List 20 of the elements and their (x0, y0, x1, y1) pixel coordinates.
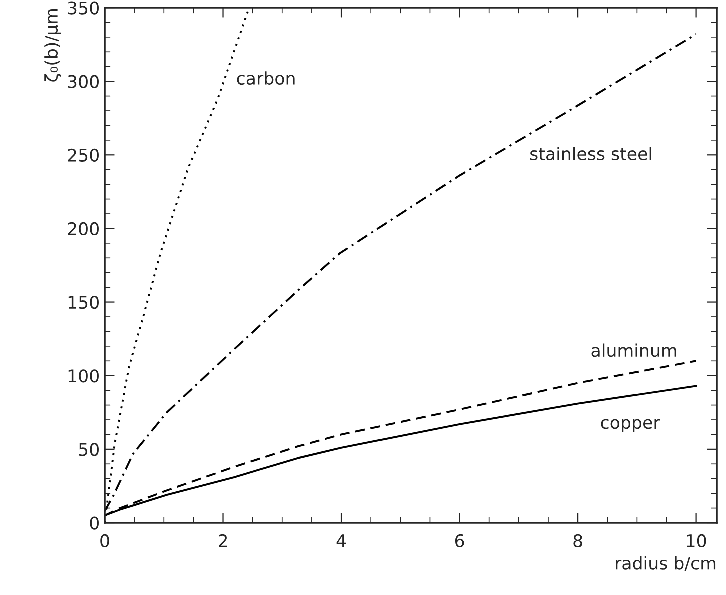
x-axis-title: radius b/cm (616, 556, 716, 572)
series-label: copper (601, 419, 660, 433)
y-tick-label: 250 (68, 148, 99, 162)
x-tick-label: 4 (336, 534, 346, 548)
x-tick-label: 2 (219, 534, 228, 548)
y-tick-label: 50 (79, 443, 99, 456)
x-tick-label: 0 (100, 534, 110, 548)
y-tick-label: 200 (68, 222, 99, 236)
series-label: carbon (237, 72, 295, 86)
series-label: aluminum (592, 344, 676, 358)
series-label: stainless steel (530, 147, 652, 161)
y-tick-label: 100 (68, 370, 99, 383)
y-tick-label: 350 (68, 2, 99, 15)
y-tick-label: 150 (68, 296, 99, 310)
x-tick-label: 10 (687, 534, 706, 548)
y-tick-label: 0 (90, 516, 99, 530)
y-axis-title: ζ₀(b)/μm (44, 9, 62, 82)
y-tick-label: 300 (68, 75, 99, 88)
x-tick-label: 8 (574, 534, 582, 548)
x-tick-label: 6 (455, 534, 464, 548)
